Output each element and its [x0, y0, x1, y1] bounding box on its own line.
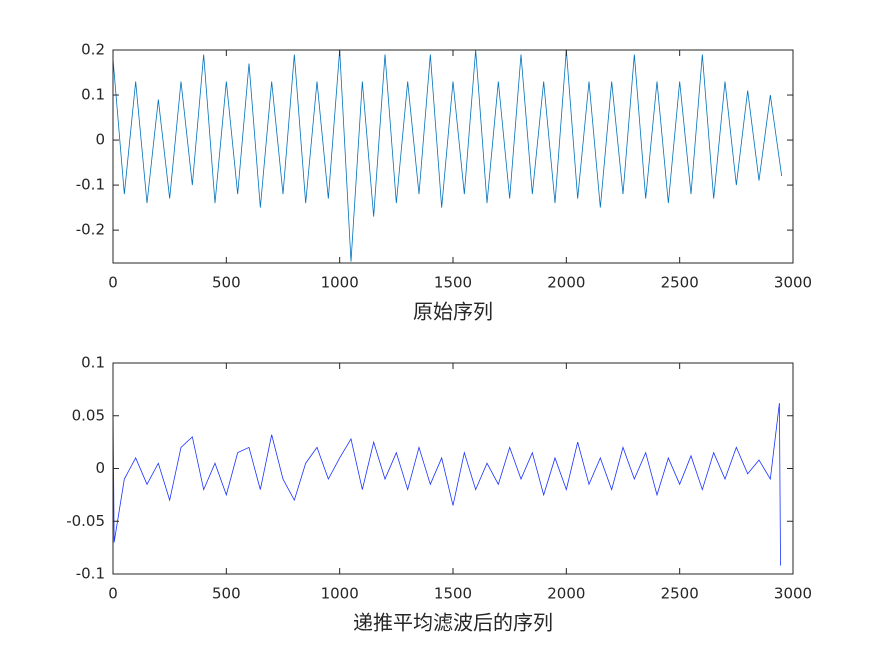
- x-tick-label: 0: [108, 585, 118, 603]
- x-axis-label: 递推平均滤波后的序列: [353, 611, 553, 635]
- x-tick-label: 3000: [774, 585, 812, 603]
- y-tick-label: 0.1: [81, 86, 105, 104]
- x-tick-label: 2500: [661, 274, 699, 292]
- x-tick-label: 1000: [321, 585, 359, 603]
- data-line: [112, 49, 783, 262]
- x-tick-label: 0: [108, 274, 118, 292]
- x-tick-label: 2000: [547, 585, 585, 603]
- x-tick-label: 1000: [321, 274, 359, 292]
- y-tick-label: -0.2: [76, 221, 105, 239]
- y-tick-label: 0.2: [81, 41, 105, 59]
- y-tick-label: 0.05: [72, 406, 105, 424]
- y-tick-label: -0.05: [66, 512, 105, 530]
- x-axis-label: 原始序列: [413, 300, 493, 324]
- y-tick-label: -0.1: [76, 565, 105, 583]
- axes-background: [113, 363, 793, 574]
- x-tick-label: 1500: [434, 274, 472, 292]
- y-tick-label: 0: [95, 131, 105, 149]
- x-tick-label: 500: [212, 585, 241, 603]
- data-line: [112, 403, 781, 566]
- y-tick-label: 0.1: [81, 354, 105, 372]
- x-tick-label: 2500: [661, 585, 699, 603]
- y-tick-label: -0.1: [76, 176, 105, 194]
- y-tick-label: 0: [95, 459, 105, 477]
- x-tick-label: 500: [212, 274, 241, 292]
- x-tick-label: 1500: [434, 585, 472, 603]
- x-tick-label: 2000: [547, 274, 585, 292]
- x-tick-label: 3000: [774, 274, 812, 292]
